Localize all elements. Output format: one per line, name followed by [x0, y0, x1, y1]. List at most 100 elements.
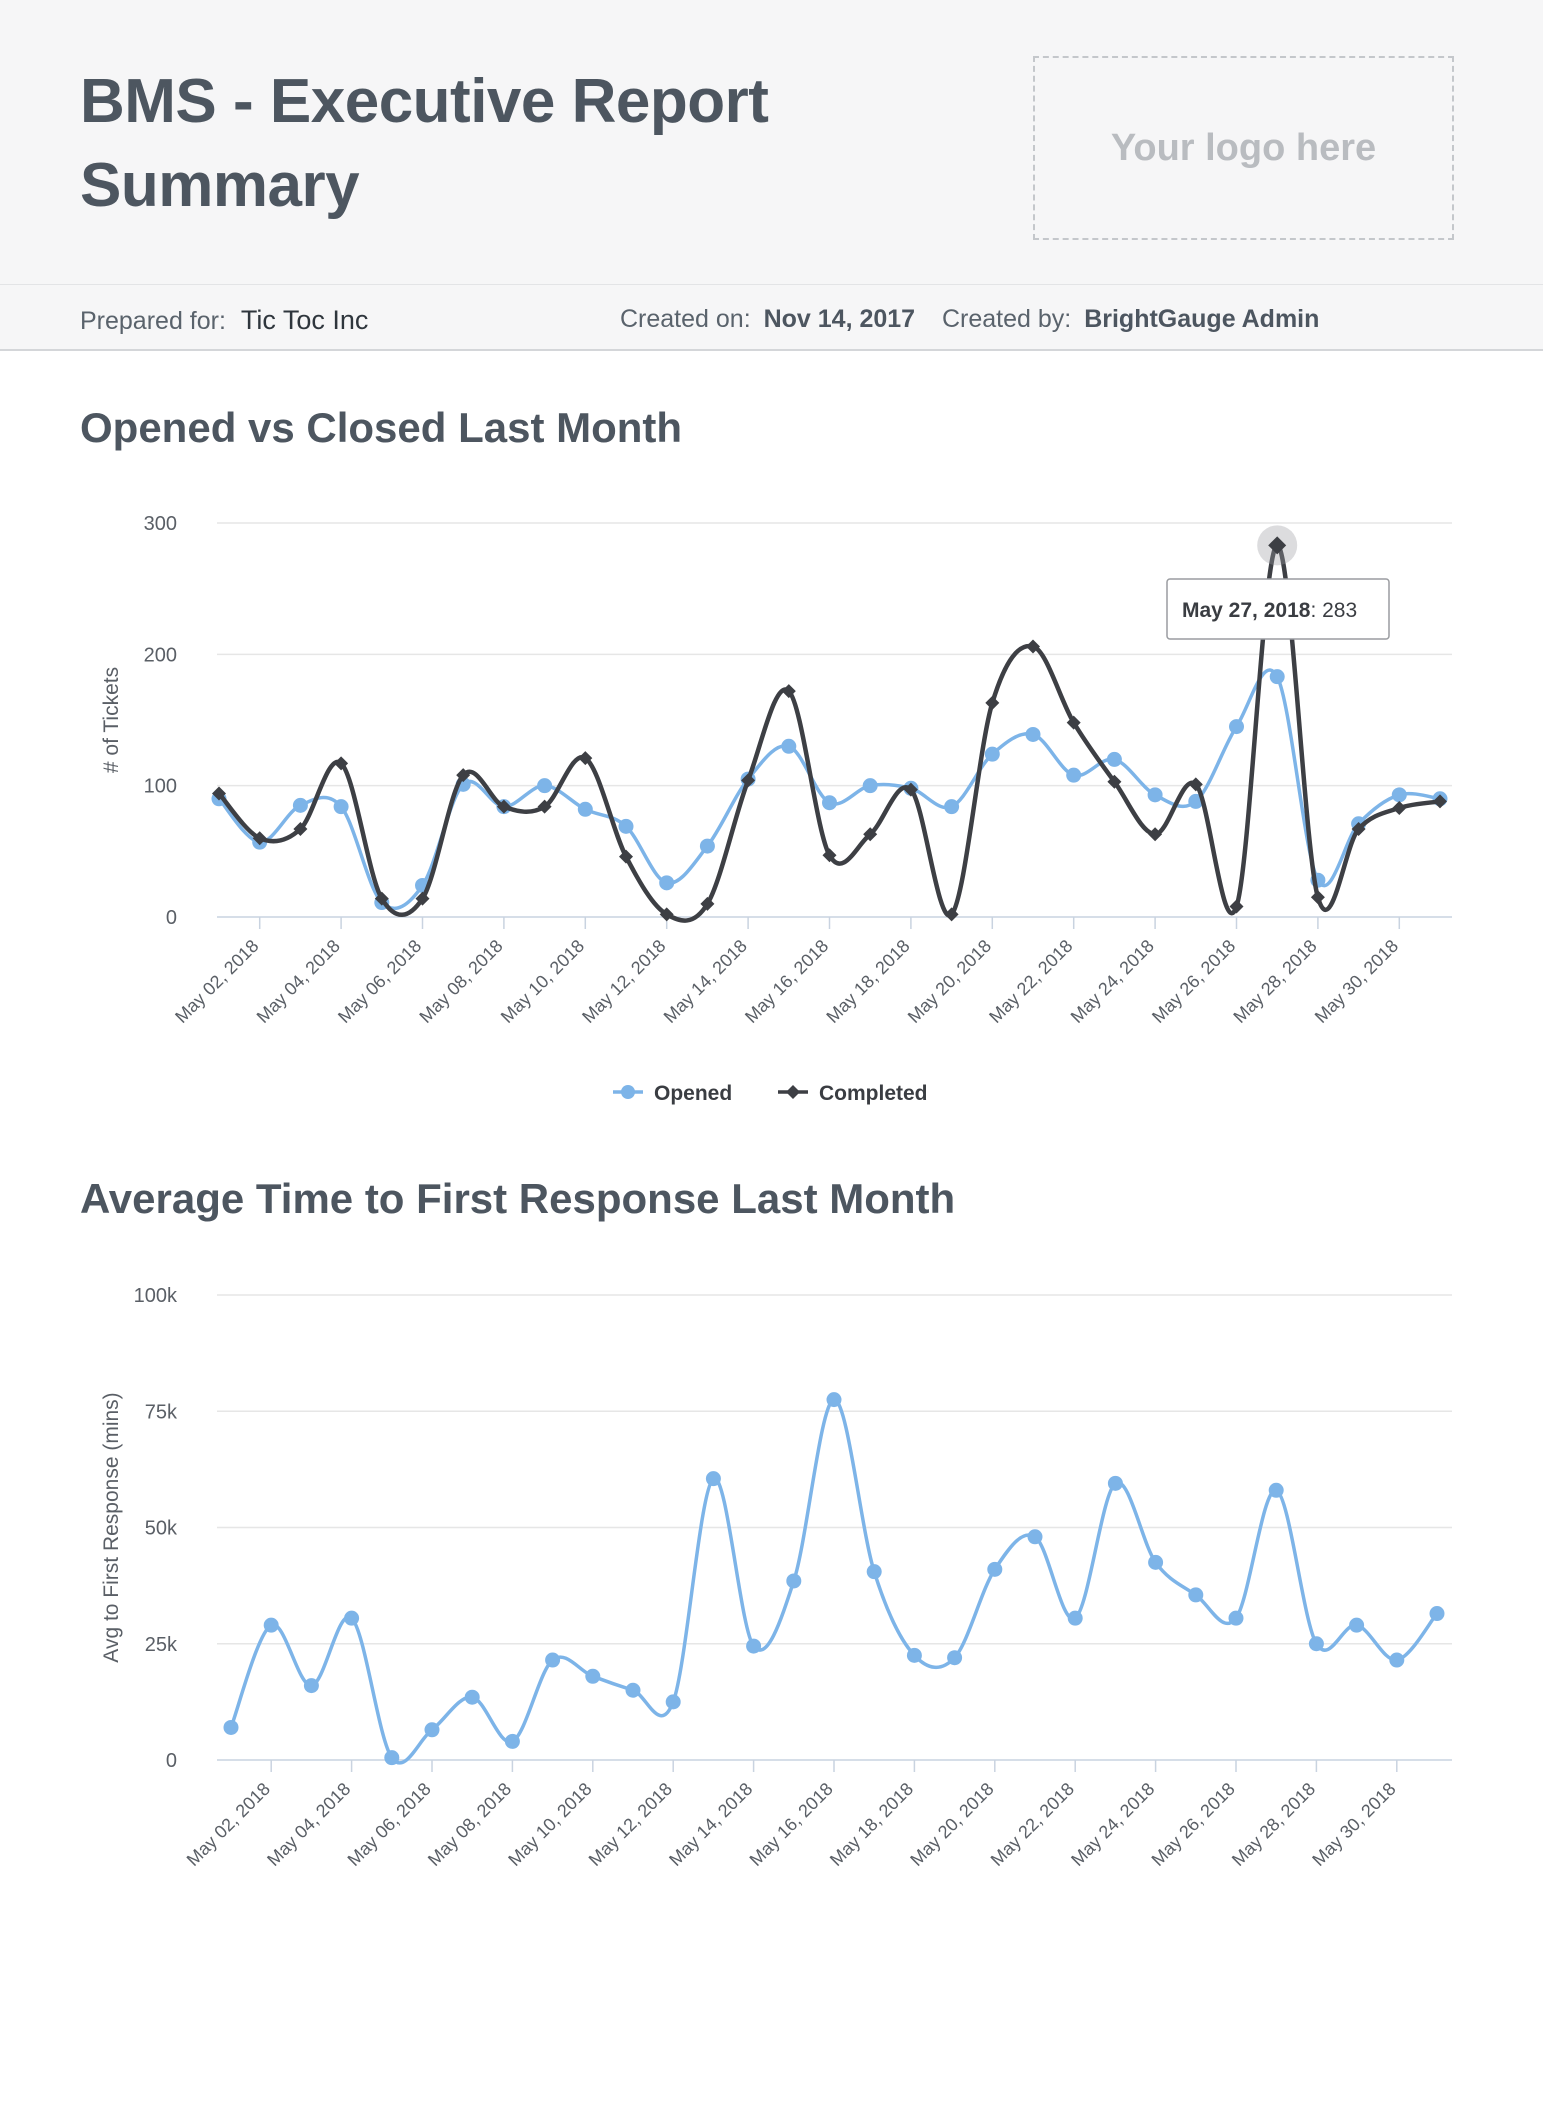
chart1-xtick-label: May 08, 2018	[415, 936, 506, 1027]
chart1-point-opened	[1269, 669, 1285, 685]
chart1-point-opened	[1025, 726, 1041, 742]
prepared-for-label: Prepared for:	[80, 307, 226, 335]
chart1-ytick-label: 200	[144, 644, 177, 666]
chart1-point-opened	[781, 738, 797, 754]
chart2-ytick-label: 0	[166, 1750, 177, 1772]
chart2-point-avg	[826, 1392, 842, 1408]
chart1-xtick-label: May 10, 2018	[497, 936, 588, 1027]
chart2-point-avg	[625, 1682, 641, 1698]
chart1-point-completed	[619, 849, 633, 864]
report-title-line1: BMS - Executive Report	[80, 67, 769, 136]
chart1-ytick-label: 0	[166, 907, 177, 929]
chart1-point-completed	[334, 756, 349, 771]
chart1-point-opened	[659, 875, 675, 891]
chart2-xtick-label: May 10, 2018	[504, 1779, 595, 1870]
chart2-point-avg	[1429, 1606, 1445, 1622]
chart2-point-avg	[1228, 1610, 1244, 1626]
chart2-xtick-label: May 22, 2018	[987, 1779, 1078, 1870]
chart1-point-opened	[1391, 787, 1407, 803]
chart1-xtick-label: May 18, 2018	[822, 936, 913, 1027]
chart2-xtick-label: May 08, 2018	[424, 1779, 515, 1870]
chart1-point-opened	[537, 778, 553, 794]
chart2-point-avg	[1027, 1529, 1043, 1545]
legend-opened-marker	[621, 1085, 635, 1099]
chart1-point-completed	[863, 827, 878, 842]
chart2-ylabel: Avg to First Response (mins)	[100, 1392, 123, 1662]
chart1-point-opened	[333, 799, 349, 815]
chart1-xtick-label: May 14, 2018	[660, 936, 751, 1027]
chart1-xtick-label: May 06, 2018	[334, 936, 425, 1027]
chart2-point-avg	[1349, 1617, 1365, 1633]
chart1-point-opened	[292, 797, 308, 813]
chart2-point-avg	[1268, 1482, 1284, 1498]
chart2-ytick-label: 100k	[134, 1285, 178, 1307]
chart1-point-opened	[1147, 787, 1163, 803]
chart1-xtick-label: May 04, 2018	[253, 936, 344, 1027]
chart1-xtick-label: May 24, 2018	[1067, 936, 1158, 1027]
chart1-point-completed	[456, 768, 471, 783]
chart1-point-completed	[252, 831, 267, 846]
chart2-xtick-label: May 04, 2018	[263, 1779, 354, 1870]
chart1-tooltip-text: May 27, 2018: 283	[1182, 599, 1357, 622]
prepared-for-value: Tic Toc Inc	[240, 305, 369, 335]
chart1-xtick-label: May 30, 2018	[1311, 936, 1402, 1027]
chart2-xtick-label: May 20, 2018	[906, 1779, 997, 1870]
chart2-point-avg	[906, 1647, 922, 1663]
chart1-tooltip	[1166, 578, 1390, 640]
chart1-point-opened	[618, 818, 634, 834]
chart2-xtick-label: May 06, 2018	[344, 1779, 435, 1870]
created-on-value: Nov 14, 2017	[763, 305, 916, 333]
chart1-point-completed	[1351, 822, 1366, 837]
chart2-point-avg	[1107, 1475, 1123, 1491]
prepared-for: Prepared for: Tic Toc Inc	[80, 305, 368, 336]
chart1-xtick-label: May 16, 2018	[741, 936, 832, 1027]
chart1-point-completed	[944, 907, 959, 922]
report-meta-bar: Prepared for: Tic Toc Inc Created on: No…	[0, 285, 1543, 351]
chart1-ytick-label: 100	[144, 776, 177, 798]
chart2-xtick-label: May 12, 2018	[585, 1779, 676, 1870]
chart2-point-avg	[545, 1652, 561, 1668]
chart2-ytick-label: 25k	[145, 1634, 178, 1656]
chart1-point-completed	[1310, 890, 1325, 905]
legend-completed-label: Completed	[819, 1082, 928, 1105]
legend-opened-label: Opened	[654, 1082, 732, 1105]
created-on: Created on: Nov 14, 2017	[620, 305, 915, 334]
logo-placeholder[interactable]: Your logo here	[1033, 56, 1454, 240]
chart1-point-opened	[699, 838, 715, 854]
chart1-point-completed	[822, 848, 837, 863]
chart1-point-completed	[496, 799, 511, 814]
created-by-value: BrightGauge Admin	[1084, 305, 1320, 333]
report-title: BMS - Executive Report Summary	[80, 60, 880, 228]
chart2-point-avg	[866, 1564, 882, 1580]
chart1-xtick-label: May 12, 2018	[578, 936, 669, 1027]
chart1-point-opened	[862, 778, 878, 794]
chart2-point-avg	[223, 1719, 239, 1735]
chart2-xtick-label: May 18, 2018	[826, 1779, 917, 1870]
chart2-ytick-label: 50k	[145, 1518, 178, 1540]
chart1-point-opened	[1229, 719, 1244, 735]
avg-first-response-chart: 0 25k 50k 75k 100k Avg to First Response (min…	[100, 1285, 1452, 1870]
chart1-point-completed	[1392, 800, 1407, 815]
logo-placeholder-text: Your logo here	[1110, 126, 1377, 169]
created-by-label: Created by:	[942, 305, 1072, 333]
chart1-point-completed	[903, 782, 918, 797]
chart2-point-avg	[585, 1668, 601, 1684]
chart1-ylabel: # of Tickets	[100, 667, 123, 773]
chart2-point-avg	[705, 1471, 721, 1487]
chart1-point-completed	[1026, 639, 1040, 654]
chart1-point-completed	[1148, 827, 1163, 842]
chart2-point-avg	[1389, 1652, 1405, 1668]
chart1-point-completed	[781, 684, 796, 699]
chart2-xtick-label: May 30, 2018	[1308, 1779, 1399, 1870]
chart1-point-completed	[578, 751, 593, 766]
chart2-xtick-label: May 16, 2018	[746, 1779, 837, 1870]
chart1-point-completed	[293, 822, 308, 837]
chart2-point-avg	[504, 1733, 520, 1749]
chart1-point-completed	[1107, 774, 1122, 789]
chart2-xtick-label: May 14, 2018	[665, 1779, 756, 1870]
chart2-point-avg	[303, 1678, 319, 1694]
chart1-xtick-label: May 22, 2018	[985, 936, 1076, 1027]
chart2-xtick-label: May 24, 2018	[1067, 1779, 1158, 1870]
chart2-point-avg	[947, 1650, 963, 1666]
chart2-point-avg	[1148, 1554, 1164, 1570]
